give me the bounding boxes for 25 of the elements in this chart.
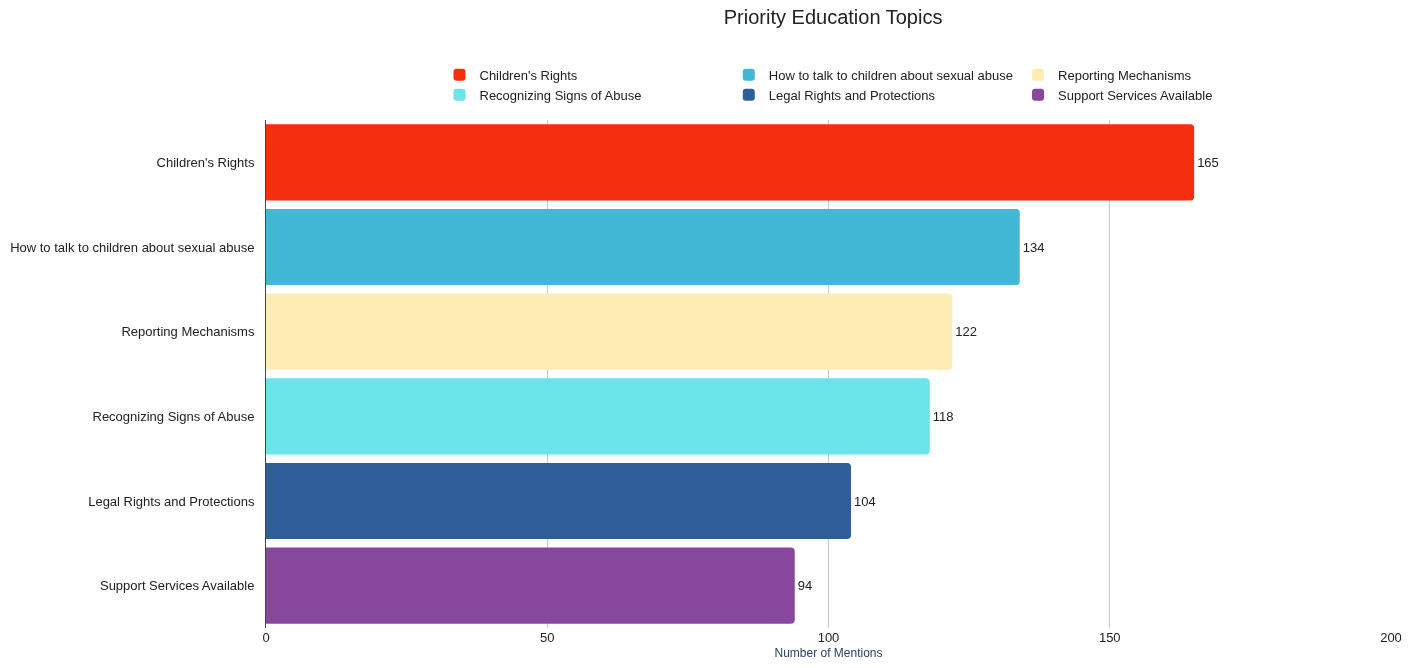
x-tick-label: 50: [540, 630, 555, 645]
y-tick-label: Legal Rights and Protections: [88, 493, 255, 509]
legend-label: Legal Rights and Protections: [768, 87, 936, 103]
y-tick-label: How to talk to children about sexual abuse: [10, 239, 255, 255]
data-label: 134: [1022, 239, 1045, 255]
chart-title: Priority Education Topics: [723, 6, 943, 29]
legend-label: Children's Rights: [479, 67, 578, 83]
y-tick-label: Children's Rights: [156, 154, 255, 170]
data-label: 104: [854, 493, 876, 509]
x-tick-label: 0: [262, 630, 270, 645]
x-tick-label: 200: [1380, 630, 1402, 645]
legend-label: Support Services Available: [1058, 87, 1213, 103]
x-tick-label: 150: [1098, 630, 1121, 645]
data-label: 165: [1197, 154, 1219, 170]
x-axis-title: Number of Mentions: [774, 645, 883, 660]
legend-label: Reporting Mechanisms: [1058, 67, 1192, 83]
legend-label: Recognizing Signs of Abuse: [479, 87, 642, 103]
x-tick-label: 100: [817, 630, 840, 645]
data-label: 118: [932, 408, 954, 424]
data-label: 122: [955, 324, 977, 340]
y-tick-label: Recognizing Signs of Abuse: [92, 408, 255, 424]
legend-label: How to talk to children about sexual abuse: [768, 67, 1014, 83]
y-tick-label: Support Services Available: [99, 578, 255, 594]
data-label: 94: [797, 578, 813, 594]
y-tick-label: Reporting Mechanisms: [121, 324, 255, 340]
